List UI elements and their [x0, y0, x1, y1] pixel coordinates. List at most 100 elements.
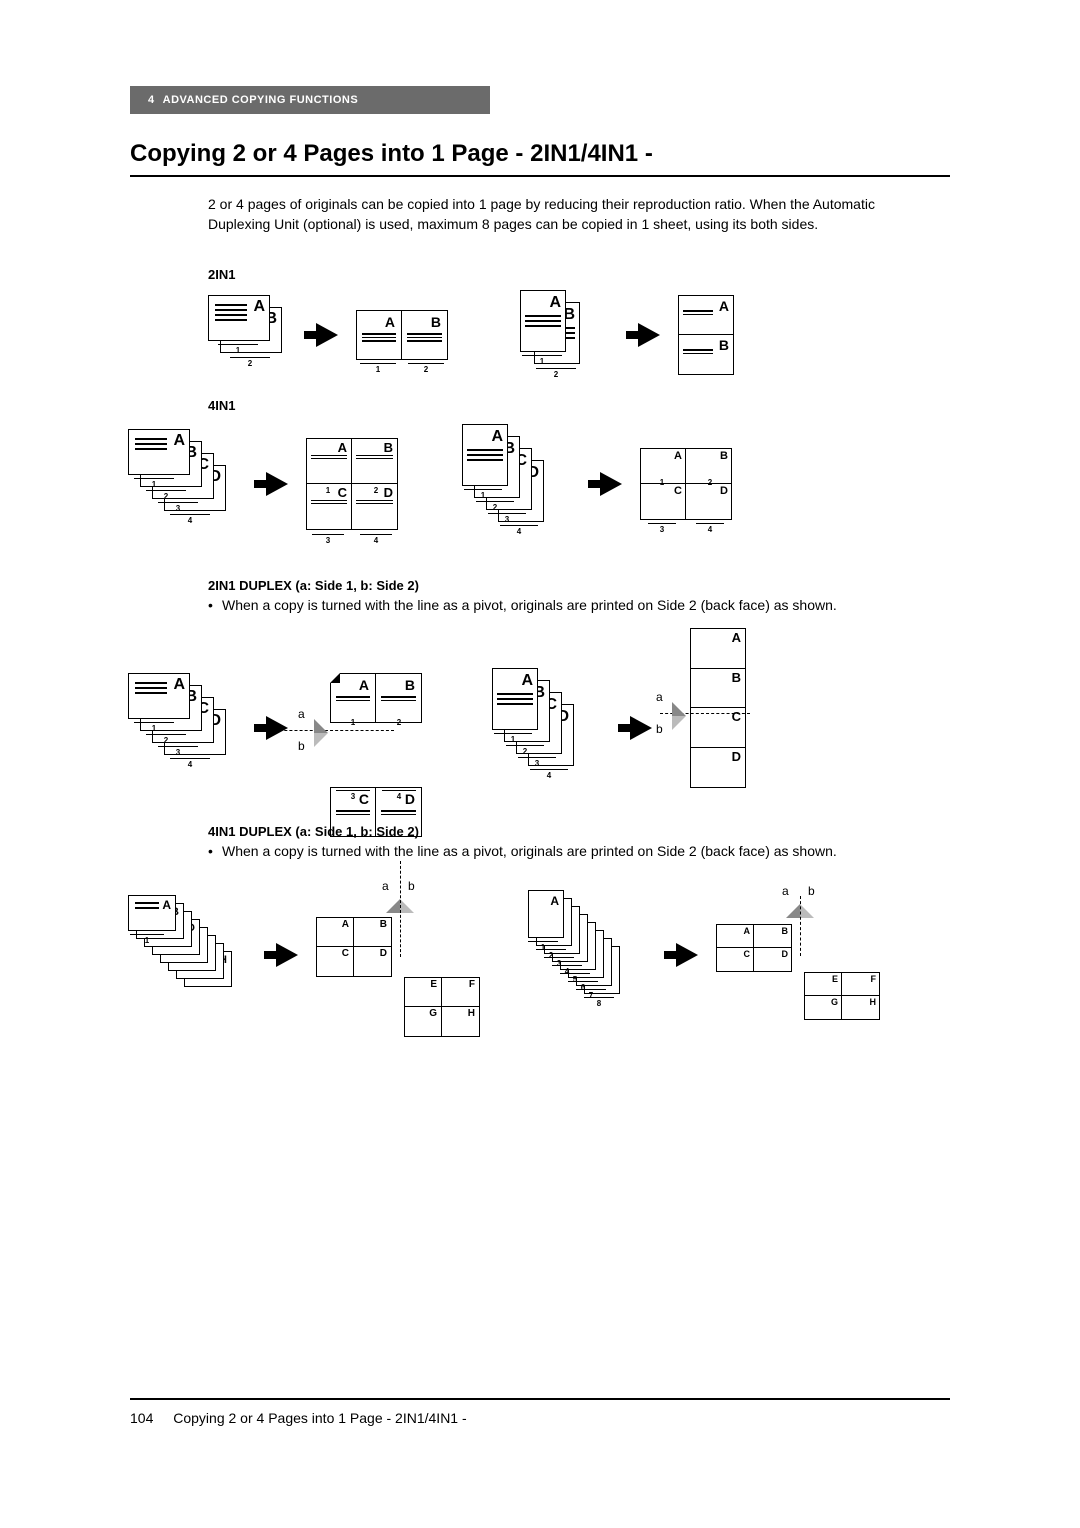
page-number: 1 [336, 716, 370, 727]
page-letter: C [744, 949, 751, 959]
section-2in1-label: 2IN1 [208, 267, 235, 282]
stack-duplex-landscape: D C B A 1 2 3 4 [128, 673, 248, 783]
page-number: 4 [530, 769, 568, 780]
chapter-number: 4 [148, 94, 155, 106]
page-letter: A [521, 672, 533, 690]
result-2in1-duplex-landscape: A B C D a b 1 2 3 4 [306, 673, 446, 783]
result-2in1-landscape: A B [356, 310, 448, 360]
side-label: b [408, 879, 415, 893]
page-letter: A [549, 294, 561, 312]
chapter-header: 4 ADVANCED COPYING FUNCTIONS [130, 86, 490, 114]
page-number: 2 [382, 716, 416, 727]
page-letter: D [732, 749, 741, 764]
figure-4in1-duplex: H D B A 1 a b A B C D E F G H [128, 890, 886, 1020]
intro-paragraph: 2 or 4 pages of originals can be copied … [208, 195, 898, 234]
page-letter: C [342, 948, 349, 959]
page-letter: A [732, 630, 741, 645]
page-letter: D [782, 949, 789, 959]
stack-duplex-portrait: D C B A 1 2 3 4 [492, 668, 612, 788]
page-number: 2 [408, 363, 444, 374]
page-letter: A [719, 298, 729, 314]
arrow-icon [266, 716, 288, 740]
result-4in1-duplex-portrait: a b A B C D E F G H [716, 910, 886, 1000]
page-letter: A [744, 926, 751, 936]
page-number: 1 [134, 478, 174, 489]
page-letter: B [719, 337, 729, 353]
section-4in1-label: 4IN1 [208, 398, 235, 413]
side-label: b [298, 739, 305, 753]
arrow-icon [266, 472, 288, 496]
title-underline [130, 175, 950, 177]
page-letter: G [831, 997, 838, 1007]
section-2in1duplex-label: 2IN1 DUPLEX (a: Side 1, b: Side 2) [208, 578, 419, 593]
page-number: 1 [360, 363, 396, 374]
side-label: a [298, 707, 305, 721]
arrow-icon [638, 323, 660, 347]
figure-2in1: B A 1 2 A B 1 2 B A 1 2 A B [208, 290, 734, 380]
page-letter: B [405, 677, 415, 693]
page-number: 2 [476, 501, 514, 512]
arrow-icon [630, 716, 652, 740]
page-letter: B [720, 450, 728, 462]
footer: 104 Copying 2 or 4 Pages into 1 Page - 2… [130, 1410, 467, 1426]
page-letter: E [832, 974, 838, 984]
stack-4in1-landscape: D C B A 1 2 3 4 [128, 429, 248, 539]
page-number: 4 [696, 523, 724, 534]
page-letter: B [384, 440, 393, 455]
page-number: 4 [500, 525, 538, 536]
section-4in1duplex-label: 4IN1 DUPLEX (a: Side 1, b: Side 2) [208, 824, 419, 839]
result-2in1-duplex-portrait: A B C D a b [670, 648, 750, 808]
page-letter: A [253, 298, 265, 316]
page-letter: A [342, 919, 349, 930]
page-letter: A [385, 314, 395, 330]
page-letter: B [431, 314, 441, 330]
side-label: a [782, 884, 789, 898]
side-label: a [382, 879, 389, 893]
page-letter: B [380, 919, 387, 930]
page-letter: C [732, 709, 741, 724]
page-number: 3 [312, 534, 344, 545]
page-number: 2 [536, 368, 576, 379]
bullet-icon: • [208, 596, 222, 615]
stack-8-portrait: A 1 2 3 4 5 6 7 8 [528, 890, 658, 1020]
page-number: 3 [518, 757, 556, 768]
arrow-icon [600, 472, 622, 496]
page-number: 4 [360, 534, 392, 545]
bullet-icon: • [208, 842, 222, 861]
page-letter: B [782, 926, 789, 936]
page-number: 2 [506, 745, 544, 756]
page-number: 3 [158, 502, 198, 513]
page-number: 2 [696, 476, 724, 487]
page-letter: A [173, 676, 185, 694]
stack-2in1-portrait: B A 1 2 [520, 290, 620, 380]
page-letter: A [338, 440, 347, 455]
page-letter: A [674, 450, 682, 462]
page-number: 3 [648, 523, 676, 534]
page-letter: G [429, 1008, 437, 1019]
page-number: 2 [360, 484, 392, 495]
page-number: 2 [146, 734, 186, 745]
page-letter: A [550, 894, 559, 908]
page-number: 8 [584, 997, 614, 1008]
page-number: 1 [218, 344, 258, 355]
page-letter: H [870, 997, 877, 1007]
page-letter: H [468, 1008, 475, 1019]
side-label: a [656, 690, 663, 704]
page-number: 1 [464, 489, 502, 500]
page-number: 1 [522, 355, 562, 366]
page-number: 104 [130, 1410, 153, 1426]
arrow-icon [316, 323, 338, 347]
page-number: 3 [336, 790, 370, 801]
arrow-icon [276, 943, 298, 967]
page-title: Copying 2 or 4 Pages into 1 Page - 2IN1/… [130, 140, 653, 168]
arrow-icon [676, 943, 698, 967]
page-letter: A [359, 677, 369, 693]
page-letter: D [380, 948, 387, 959]
page-letter: A [491, 428, 503, 446]
page-letter: E [430, 979, 437, 990]
stack-4in1-portrait: D C B A 1 2 3 4 [462, 424, 582, 544]
page-number: 1 [494, 733, 532, 744]
stack-8-landscape: H D B A 1 [128, 895, 258, 1015]
page-letter: A [162, 898, 171, 912]
page-number: 1 [130, 934, 164, 945]
